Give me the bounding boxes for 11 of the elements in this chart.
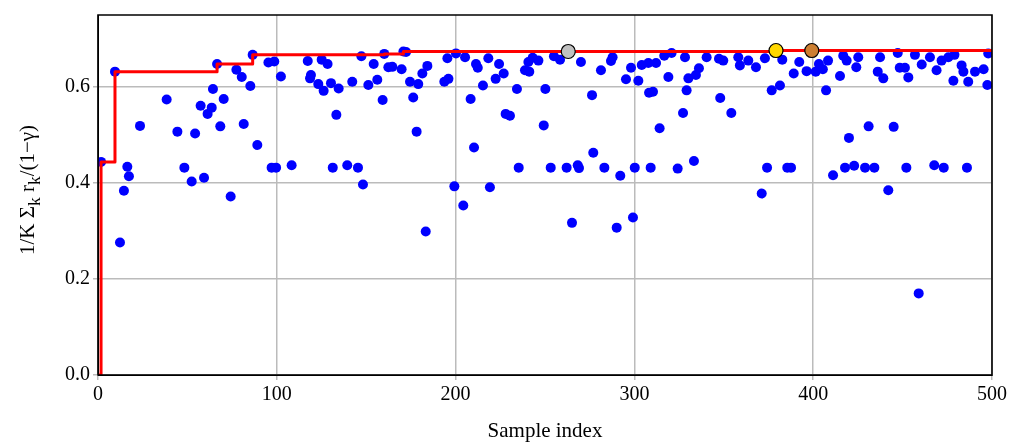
- y-tick-label: 0.4: [65, 170, 90, 193]
- x-tick-label: 200: [440, 382, 471, 405]
- x-tick-label: 100: [261, 382, 292, 405]
- x-axis-title: Sample index: [487, 417, 603, 442]
- y-tick-label: 0.2: [65, 266, 90, 289]
- y-tick-label: 0.0: [65, 362, 90, 385]
- x-tick-label: 300: [619, 382, 650, 405]
- x-tick-label: 400: [798, 382, 829, 405]
- y-tick-label: 0.6: [65, 74, 90, 97]
- x-tick-label: 0: [93, 382, 103, 405]
- x-tick-label: 500: [977, 382, 1007, 405]
